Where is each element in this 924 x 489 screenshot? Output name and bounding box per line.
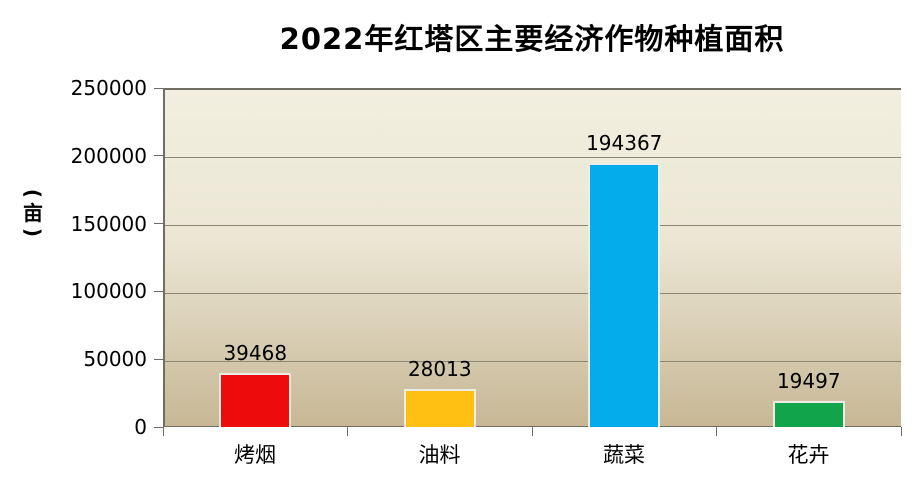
y-tick-label: 100000 — [70, 279, 147, 304]
bar-value-label: 28013 — [407, 357, 472, 381]
x-tick-mark — [716, 427, 717, 436]
bar-value-label: 19497 — [776, 368, 841, 393]
y-tick-mark — [154, 358, 163, 360]
x-tick-mark — [347, 427, 348, 436]
x-tick-mark — [531, 427, 533, 436]
y-axis-title-open-paren: ( — [21, 188, 46, 199]
plot-area — [163, 88, 901, 427]
bar-烤烟 — [219, 373, 292, 427]
y-tick-label: 250000 — [70, 76, 147, 100]
category-label: 烤烟 — [234, 443, 276, 467]
bar-花卉 — [772, 400, 845, 427]
y-gridline — [165, 157, 901, 159]
bar-value-label: 194367 — [586, 131, 663, 156]
y-tick-mark — [154, 426, 163, 428]
y-tick-mark — [154, 290, 163, 292]
y-tick-label: 200000 — [70, 143, 147, 168]
x-tick-mark — [162, 427, 164, 436]
y-tick-mark — [154, 155, 163, 157]
y-tick-label: 50000 — [83, 347, 147, 372]
x-tick-mark — [900, 427, 902, 436]
category-label: 花卉 — [787, 443, 830, 467]
y-tick-label: 0 — [134, 415, 147, 439]
y-tick-mark — [154, 223, 163, 225]
y-axis-title-text: 亩 — [23, 201, 43, 225]
y-axis-title-close-paren: ) — [21, 227, 46, 238]
bar-蔬菜 — [588, 163, 661, 427]
y-axis-title: ( 亩 ) — [18, 186, 48, 240]
category-label: 蔬菜 — [603, 443, 645, 467]
chart-title: 2022年红塔区主要经济作物种植面积 — [279, 22, 785, 56]
y-tick-mark — [154, 87, 163, 89]
y-tick-label: 150000 — [70, 211, 147, 236]
y-gridline — [165, 225, 901, 227]
category-label: 油料 — [418, 443, 461, 467]
y-gridline — [165, 360, 901, 362]
bar-value-label: 39468 — [223, 341, 288, 366]
y-gridline — [165, 292, 901, 294]
bar-油料 — [403, 389, 476, 427]
